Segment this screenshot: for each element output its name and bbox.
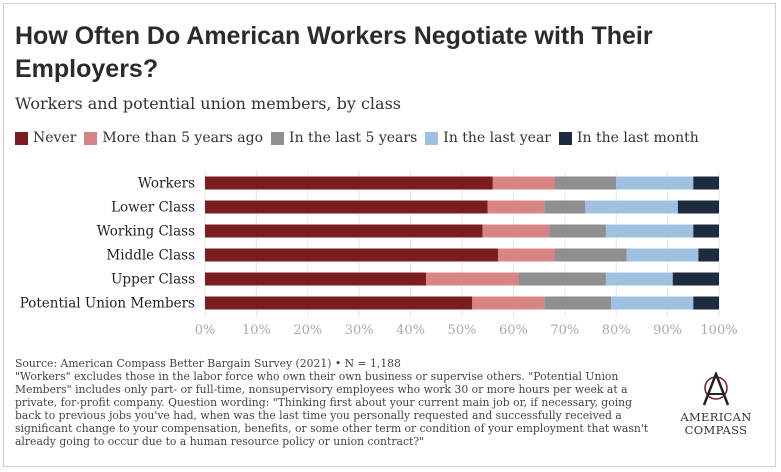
- bar-segment: [497, 248, 555, 262]
- legend-label: In the last month: [577, 130, 699, 146]
- x-tick-label: 0%: [195, 323, 216, 338]
- logo-text-line1: AMERICAN: [680, 410, 752, 424]
- legend-label: Never: [33, 130, 77, 146]
- legend-label: In the last year: [443, 130, 551, 146]
- legend-item-2: In the last 5 years: [271, 130, 417, 146]
- category-label: Middle Class: [106, 248, 195, 264]
- bar-segment: [205, 272, 427, 286]
- bar-segment: [616, 176, 694, 190]
- bar-segment: [205, 224, 483, 238]
- bar-segment: [698, 248, 719, 262]
- legend: Never More than 5 years ago In the last 5 …: [15, 130, 707, 146]
- bar-segment: [693, 176, 719, 190]
- bar-segment: [677, 200, 719, 214]
- legend-item-3: In the last year: [425, 130, 551, 146]
- legend-swatch: [425, 131, 439, 145]
- american-compass-logo: AMERICAN COMPASS: [673, 370, 759, 437]
- legend-label: In the last 5 years: [289, 130, 418, 146]
- legend-item-0: Never: [15, 130, 76, 146]
- x-tick-label: 20%: [293, 323, 322, 338]
- bar-segment: [544, 296, 612, 310]
- x-tick-label: 80%: [602, 323, 631, 338]
- bar-segment: [605, 224, 694, 238]
- bar-segment: [205, 248, 498, 262]
- legend-label: More than 5 years ago: [102, 130, 264, 146]
- logo-text-line2: COMPASS: [684, 423, 748, 437]
- bar-segment: [472, 296, 545, 310]
- legend-swatch: [271, 131, 285, 145]
- x-tick-label: 10%: [242, 323, 271, 338]
- x-tick-label: 50%: [448, 323, 477, 338]
- category-label: Upper Class: [111, 272, 195, 288]
- x-tick-label: 100%: [700, 323, 737, 338]
- chart-subtitle: Workers and potential union members, by …: [15, 94, 401, 113]
- chart-title: How Often Do American Workers Negotiate …: [15, 22, 653, 83]
- methodology-note: "Workers" excludes those in the labor fo…: [15, 370, 649, 448]
- bar-segment: [426, 272, 519, 286]
- legend-swatch: [559, 131, 572, 145]
- bar-segment: [205, 200, 488, 214]
- bar-segment: [693, 296, 719, 310]
- bar-segment: [492, 176, 555, 190]
- bar-segment: [605, 272, 673, 286]
- x-tick-label: 30%: [345, 323, 374, 338]
- bar-segment: [693, 224, 719, 238]
- bar-chart: 0% 10% 20% 30% 40% 50% 60% 70% 80% 90% 100% Workers…: [20, 171, 738, 338]
- bar-segment: [672, 272, 719, 286]
- x-tick-label: 70%: [550, 323, 579, 338]
- source-note: Source: American Compass Better Bargain …: [15, 357, 660, 448]
- legend-item-4: In the last month: [559, 130, 699, 146]
- legend-swatch: [15, 131, 28, 145]
- bar-segment: [554, 248, 627, 262]
- legend-item-1: More than 5 years ago: [84, 130, 263, 146]
- x-tick-label: 40%: [396, 323, 425, 338]
- category-label: Working Class: [97, 224, 195, 240]
- legend-swatch: [84, 131, 98, 145]
- bar-segment: [482, 224, 550, 238]
- bar-segment: [611, 296, 694, 310]
- bar-segment: [549, 224, 606, 238]
- bar-segment: [205, 176, 493, 190]
- bar-segment: [585, 200, 678, 214]
- compass-a-icon: [702, 370, 730, 406]
- bar-segment: [554, 176, 617, 190]
- source-line: Source: American Compass Better Bargain …: [15, 357, 401, 370]
- bar-segment: [518, 272, 606, 286]
- x-tick-label: 60%: [499, 323, 528, 338]
- bar-segment: [487, 200, 545, 214]
- category-label: Workers: [138, 176, 195, 192]
- bar-segment: [544, 200, 586, 214]
- category-label: Lower Class: [111, 200, 195, 216]
- bar-segment: [626, 248, 699, 262]
- bar-segment: [205, 296, 473, 310]
- category-label: Potential Union Members: [20, 296, 195, 312]
- x-tick-label: 90%: [653, 323, 682, 338]
